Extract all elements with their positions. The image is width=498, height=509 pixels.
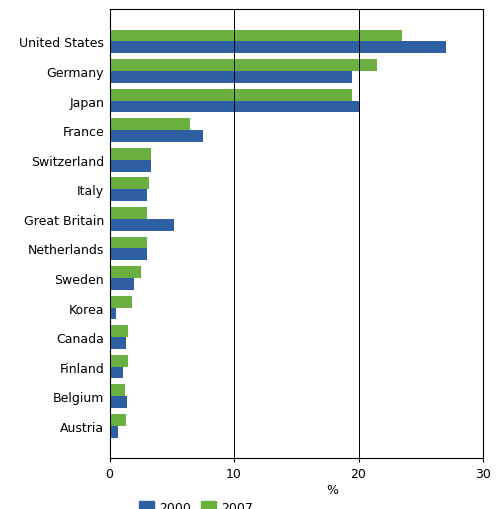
Bar — [110, 131, 203, 143]
Bar — [110, 426, 119, 438]
Bar — [110, 326, 128, 337]
Bar — [110, 296, 132, 308]
Bar — [110, 308, 116, 320]
Bar — [110, 208, 147, 219]
Bar — [110, 397, 127, 408]
Bar — [110, 149, 150, 160]
Bar — [110, 385, 124, 397]
Bar — [110, 267, 141, 278]
Bar — [110, 101, 359, 113]
Bar — [110, 90, 353, 101]
Bar — [110, 337, 125, 349]
Bar — [110, 219, 174, 231]
Bar — [110, 355, 128, 367]
Bar — [110, 31, 402, 42]
Bar — [110, 249, 147, 261]
Bar — [110, 160, 150, 172]
Bar — [110, 237, 147, 249]
Bar — [110, 42, 446, 54]
Bar — [110, 72, 353, 83]
Bar — [110, 119, 190, 131]
Bar — [110, 414, 125, 426]
Bar — [110, 60, 377, 72]
Bar — [110, 178, 149, 190]
Bar — [110, 367, 124, 379]
Bar — [110, 190, 147, 202]
Text: %: % — [326, 483, 338, 496]
Legend: 2000, 2007: 2000, 2007 — [134, 496, 258, 509]
Bar — [110, 278, 134, 290]
